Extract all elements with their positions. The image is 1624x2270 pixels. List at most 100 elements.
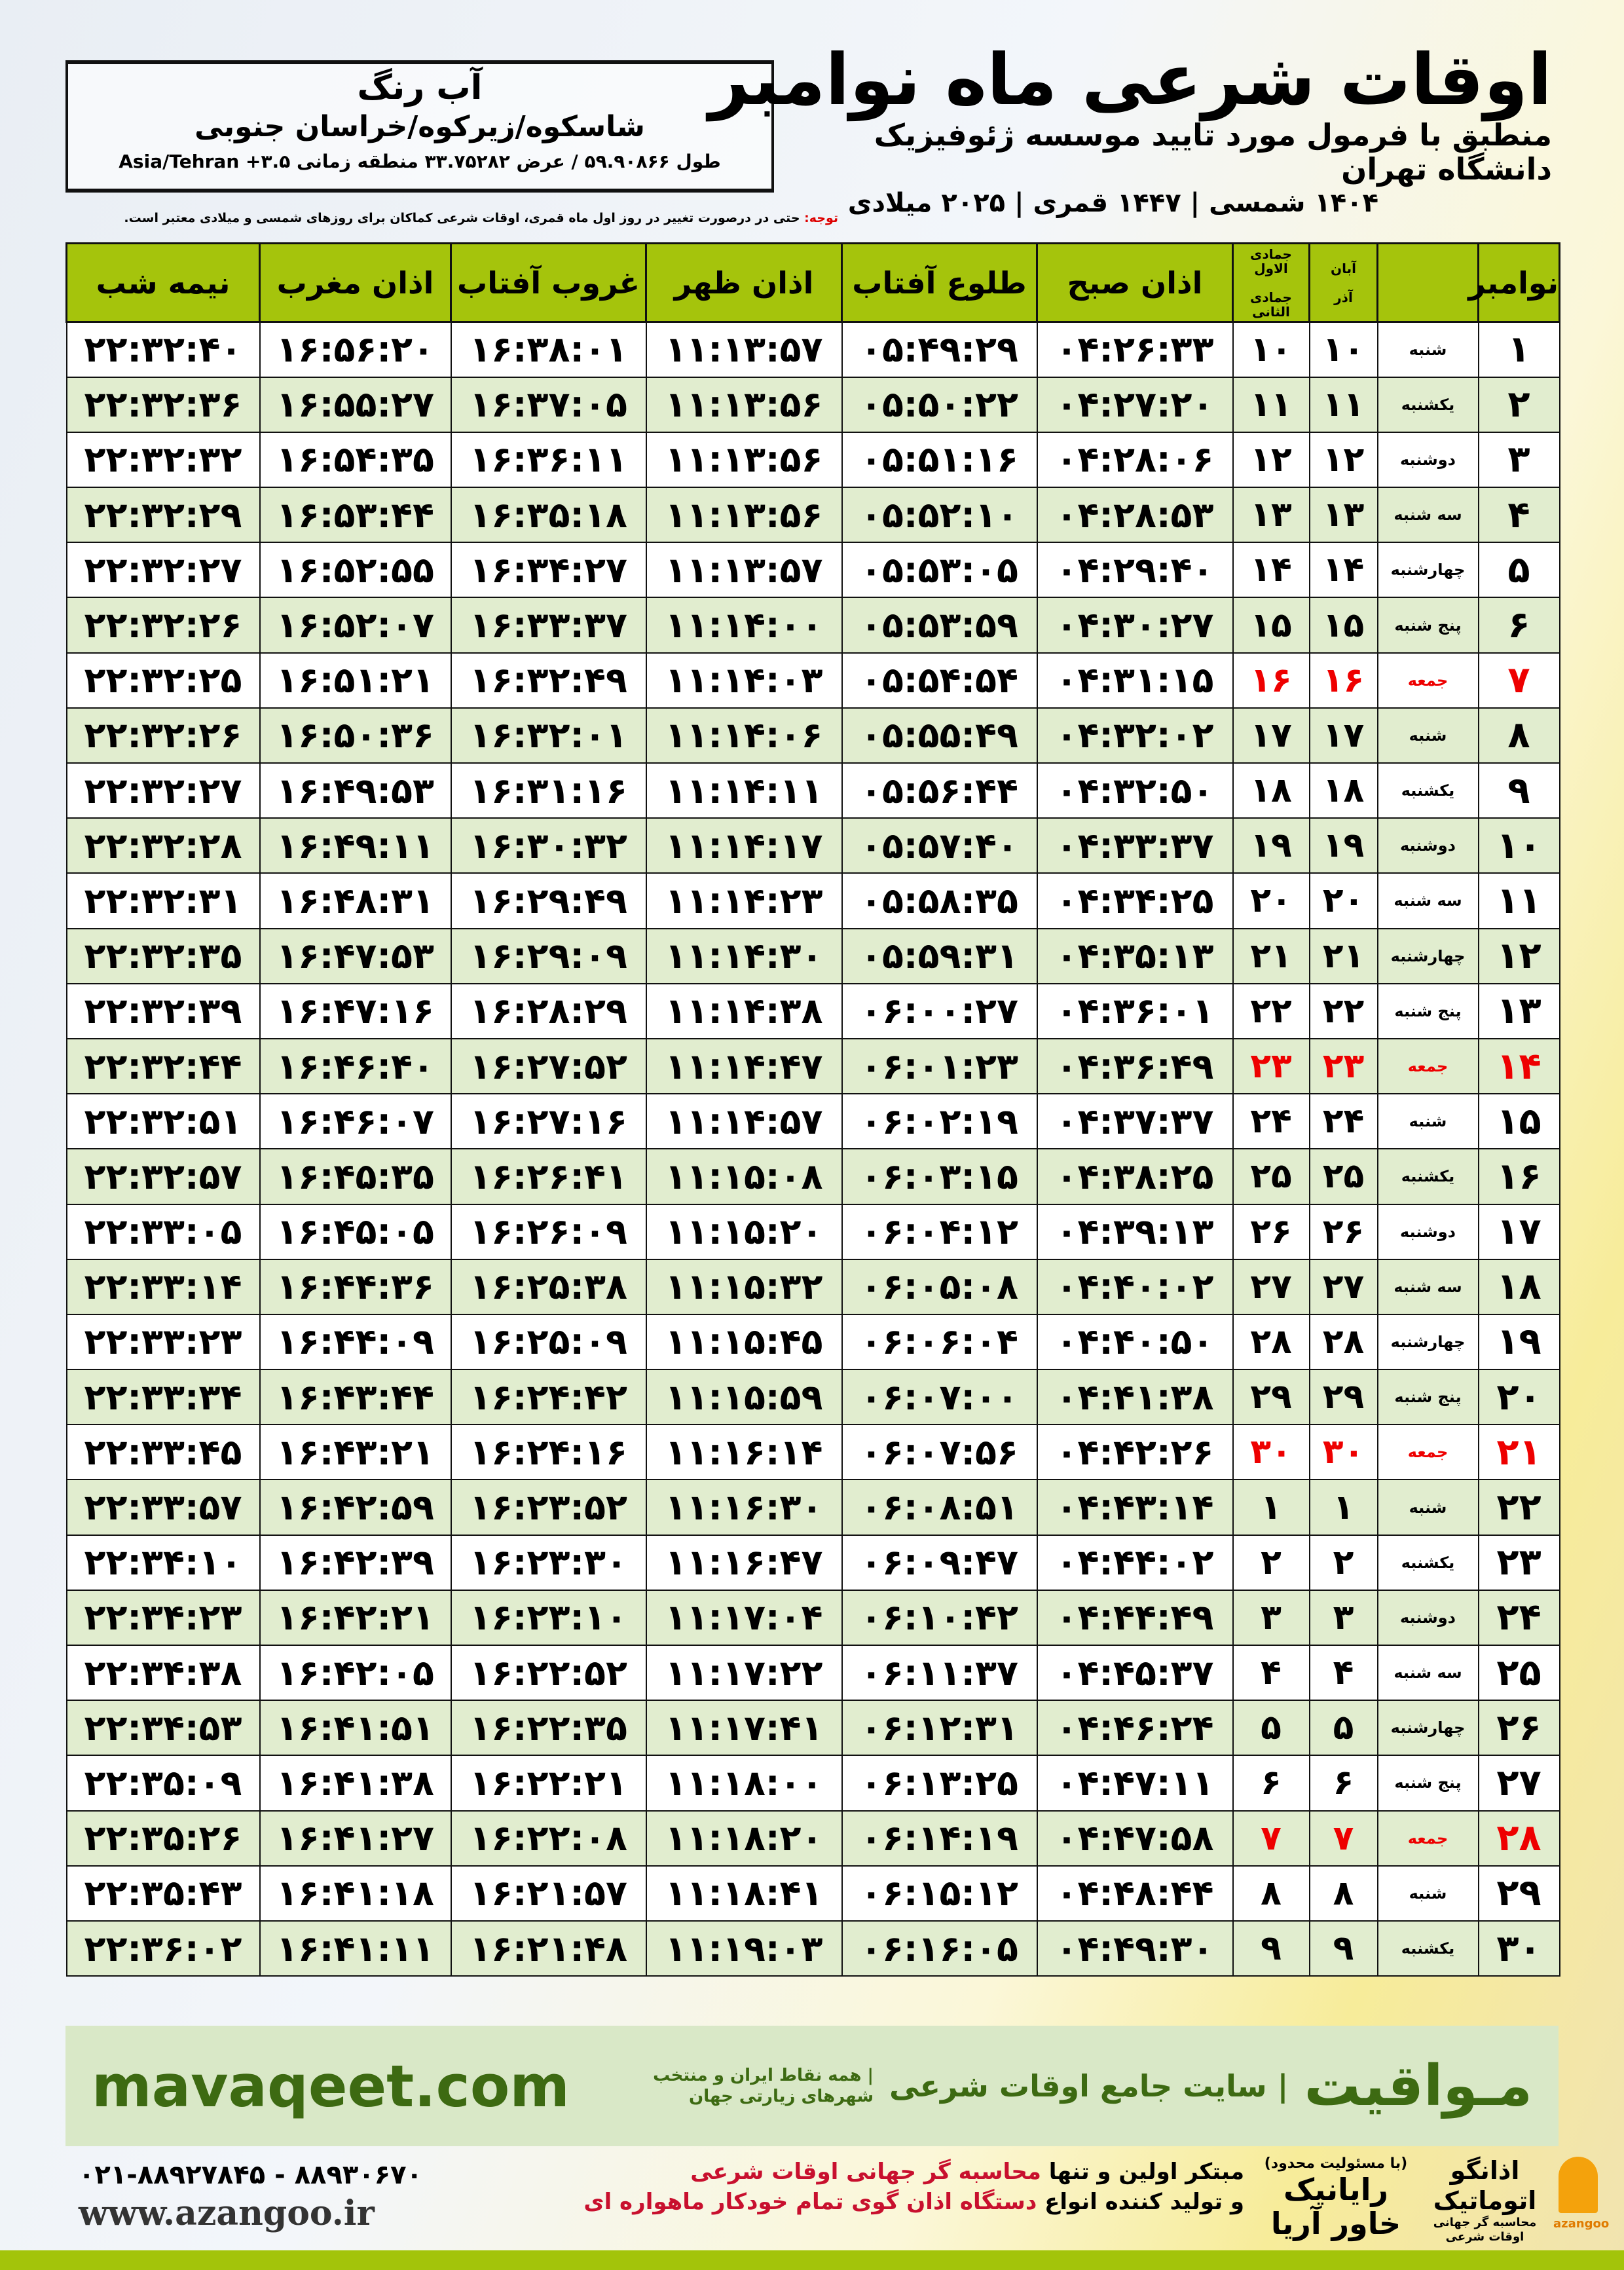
cell-sobh: ۰۴:۲۷:۲۰ [1036,376,1234,433]
cell-sobh: ۰۴:۴۷:۵۸ [1036,1810,1234,1867]
cell-zohr: ۱۱:۱۸:۰۰ [645,1755,843,1812]
cell-zohr: ۱۱:۱۸:۲۰ [645,1810,843,1867]
cell-hijri: ۲۶ [1232,1203,1310,1260]
cell-ghorub: ۱۶:۲۸:۲۹ [450,982,647,1039]
cell-maghrib: ۱۶:۵۲:۵۵ [259,542,452,599]
cell-shamsi: ۱۴ [1308,542,1378,599]
header-weekday [1376,242,1479,323]
cell-weekday: پنج شنبه [1376,1755,1479,1812]
cell-weekday: پنج شنبه [1376,597,1479,654]
cell-day: ۱۱ [1477,872,1560,929]
cell-nime: ۲۲:۳۲:۵۷ [65,1148,261,1205]
advert-line2: و تولید کننده انواع [1037,2189,1244,2215]
cell-hijri: ۲۲ [1232,982,1310,1039]
header-ghorub: غروب آفتاب [450,242,647,323]
cell-maghrib: ۱۶:۴۱:۲۷ [259,1810,452,1867]
cell-tolu: ۰۶:۰۷:۰۰ [841,1369,1038,1426]
table-row: ۱۳ پنج شنبه ۲۲ ۲۲ ۰۴:۳۶:۰۱ ۰۶:۰۰:۲۷ ۱۱:۱۴:۳۸ ۱۶… [65,982,1560,1039]
cell-hijri: ۱۷ [1232,707,1310,764]
cell-shamsi: ۶ [1308,1755,1378,1812]
cell-weekday: چهارشنبه [1376,542,1479,599]
cell-zohr: ۱۱:۱۶:۱۴ [645,1424,843,1481]
rayanik-sub: (با مسئولیت محدود) [1264,2155,1408,2172]
cell-day: ۲۳ [1477,1534,1560,1591]
cell-tolu: ۰۶:۱۱:۳۷ [841,1644,1038,1702]
cell-tolu: ۰۶:۱۲:۳۱ [841,1700,1038,1757]
table-row: ۶ پنج شنبه ۱۵ ۱۵ ۰۴:۳۰:۲۷ ۰۵:۵۳:۵۹ ۱۱:۱۴:۰۰ ۱۶:… [65,597,1560,654]
cell-day: ۲۸ [1477,1810,1560,1867]
cell-sobh: ۰۴:۳۰:۲۷ [1036,597,1234,654]
rayanik-logo: (با مسئولیت محدود) رایانیک خاور آریا [1257,2155,1414,2241]
cell-sobh: ۰۴:۴۹:۳۰ [1036,1920,1234,1977]
cell-zohr: ۱۱:۱۳:۵۶ [645,431,843,489]
website-link[interactable]: mavaqeet.com [92,2052,570,2120]
cell-ghorub: ۱۶:۳۱:۱۶ [450,762,647,819]
cell-zohr: ۱۱:۱۴:۴۷ [645,1037,843,1095]
azangoo-sub: محاسبه گر جهانی اوقات شرعی [1433,2216,1537,2244]
cell-zohr: ۱۱:۱۵:۳۲ [645,1258,843,1315]
cell-day: ۱۷ [1477,1203,1560,1260]
cell-zohr: ۱۱:۱۶:۴۷ [645,1534,843,1591]
cell-nime: ۲۲:۳۵:۲۶ [65,1810,261,1867]
cell-hijri: ۲۹ [1232,1369,1310,1426]
cell-ghorub: ۱۶:۲۵:۳۸ [450,1258,647,1315]
cell-weekday: شنبه [1376,1865,1479,1922]
cell-shamsi: ۲۴ [1308,1093,1378,1150]
azangoo-link[interactable]: www.azangoo.ir [79,2193,375,2233]
cell-maghrib: ۱۶:۴۱:۱۱ [259,1920,452,1977]
cell-shamsi: ۲۹ [1308,1369,1378,1426]
cell-hijri: ۱ [1232,1479,1310,1536]
table-row: ۷ جمعه ۱۶ ۱۶ ۰۴:۳۱:۱۵ ۰۵:۵۴:۵۴ ۱۱:۱۴:۰۳ ۱۶:۳۲:۴… [65,652,1560,709]
cell-sobh: ۰۴:۴۷:۱۱ [1036,1755,1234,1812]
cell-sobh: ۰۴:۴۴:۰۲ [1036,1534,1234,1591]
cell-day: ۲۶ [1477,1700,1560,1757]
cell-hijri: ۱۰ [1232,321,1310,378]
cell-shamsi: ۱۵ [1308,597,1378,654]
cell-hijri: ۲۵ [1232,1148,1310,1205]
table-row: ۲۸ جمعه ۷ ۷ ۰۴:۴۷:۵۸ ۰۶:۱۴:۱۹ ۱۱:۱۸:۲۰ ۱۶:۲۲:۰۸… [65,1810,1560,1867]
coordinates: طول ۵۹.۹۰۸۶۶ / عرض ۳۳.۷۵۲۸۲ منطقه زمانی … [119,151,721,172]
cell-shamsi: ۲۰ [1308,872,1378,929]
cell-maghrib: ۱۶:۴۹:۵۳ [259,762,452,819]
cell-day: ۲۴ [1477,1589,1560,1647]
cell-maghrib: ۱۶:۴۴:۰۹ [259,1313,452,1371]
header-shamsi-bottom: آذر [1334,289,1353,305]
table-row: ۲۲ شنبه ۱ ۱ ۰۴:۴۳:۱۴ ۰۶:۰۸:۵۱ ۱۱:۱۶:۳۰ ۱۶:۲۳:۵۲… [65,1479,1560,1536]
cell-tolu: ۰۵:۵۹:۳۱ [841,927,1038,984]
cell-sobh: ۰۴:۳۱:۱۵ [1036,652,1234,709]
header-sobh: اذان صبح [1036,242,1234,323]
cell-shamsi: ۴ [1308,1644,1378,1702]
table-row: ۹ یکشنبه ۱۸ ۱۸ ۰۴:۳۲:۵۰ ۰۵:۵۶:۴۴ ۱۱:۱۴:۱۱ ۱۶:۳۱… [65,762,1560,819]
cell-tolu: ۰۶:۱۴:۱۹ [841,1810,1038,1867]
cell-hijri: ۲۷ [1232,1258,1310,1315]
header-hijri-top: جمادی الاول [1250,246,1292,276]
cell-nime: ۲۲:۳۲:۳۵ [65,927,261,984]
cell-weekday: سه شنبه [1376,1258,1479,1315]
cell-maghrib: ۱۶:۴۵:۰۵ [259,1203,452,1260]
cell-day: ۱ [1477,321,1560,378]
cell-tolu: ۰۵:۵۷:۴۰ [841,817,1038,874]
cell-tolu: ۰۶:۰۱:۲۳ [841,1037,1038,1095]
cell-weekday: دوشنبه [1376,1589,1479,1647]
cell-shamsi: ۱۳ [1308,487,1378,544]
cell-ghorub: ۱۶:۲۶:۰۹ [450,1203,647,1260]
cell-maghrib: ۱۶:۵۳:۴۴ [259,487,452,544]
cell-hijri: ۱۵ [1232,597,1310,654]
cell-day: ۳ [1477,431,1560,489]
table-row: ۱۷ دوشنبه ۲۶ ۲۶ ۰۴:۳۹:۱۳ ۰۶:۰۴:۱۲ ۱۱:۱۵:۲۰ ۱۶:۲… [65,1203,1560,1260]
phone-numbers: ۰۲۱-۸۸۹۲۷۸۴۵ - ۸۸۹۳۰۶۷۰ [79,2160,422,2190]
cell-ghorub: ۱۶:۲۱:۵۷ [450,1865,647,1922]
cell-sobh: ۰۴:۲۸:۵۳ [1036,487,1234,544]
header-shamsi-top: آبان [1331,260,1356,276]
cell-nime: ۲۲:۳۲:۲۹ [65,487,261,544]
cell-zohr: ۱۱:۱۳:۵۶ [645,376,843,433]
table-row: ۲ یکشنبه ۱۱ ۱۱ ۰۴:۲۷:۲۰ ۰۵:۵۰:۲۲ ۱۱:۱۳:۵۶ ۱۶:۳۷… [65,376,1560,433]
note: توجه: حتی در درصورت تغییر در روز اول ماه… [65,211,838,225]
azangoo-en: azangoo [1553,2217,1610,2231]
cell-day: ۱۹ [1477,1313,1560,1371]
cell-zohr: ۱۱:۱۴:۳۰ [645,927,843,984]
cell-zohr: ۱۱:۱۵:۵۹ [645,1369,843,1426]
cell-sobh: ۰۴:۴۶:۲۴ [1036,1700,1234,1757]
cell-nime: ۲۲:۳۲:۳۶ [65,376,261,433]
bottom-strip [0,2250,1624,2270]
